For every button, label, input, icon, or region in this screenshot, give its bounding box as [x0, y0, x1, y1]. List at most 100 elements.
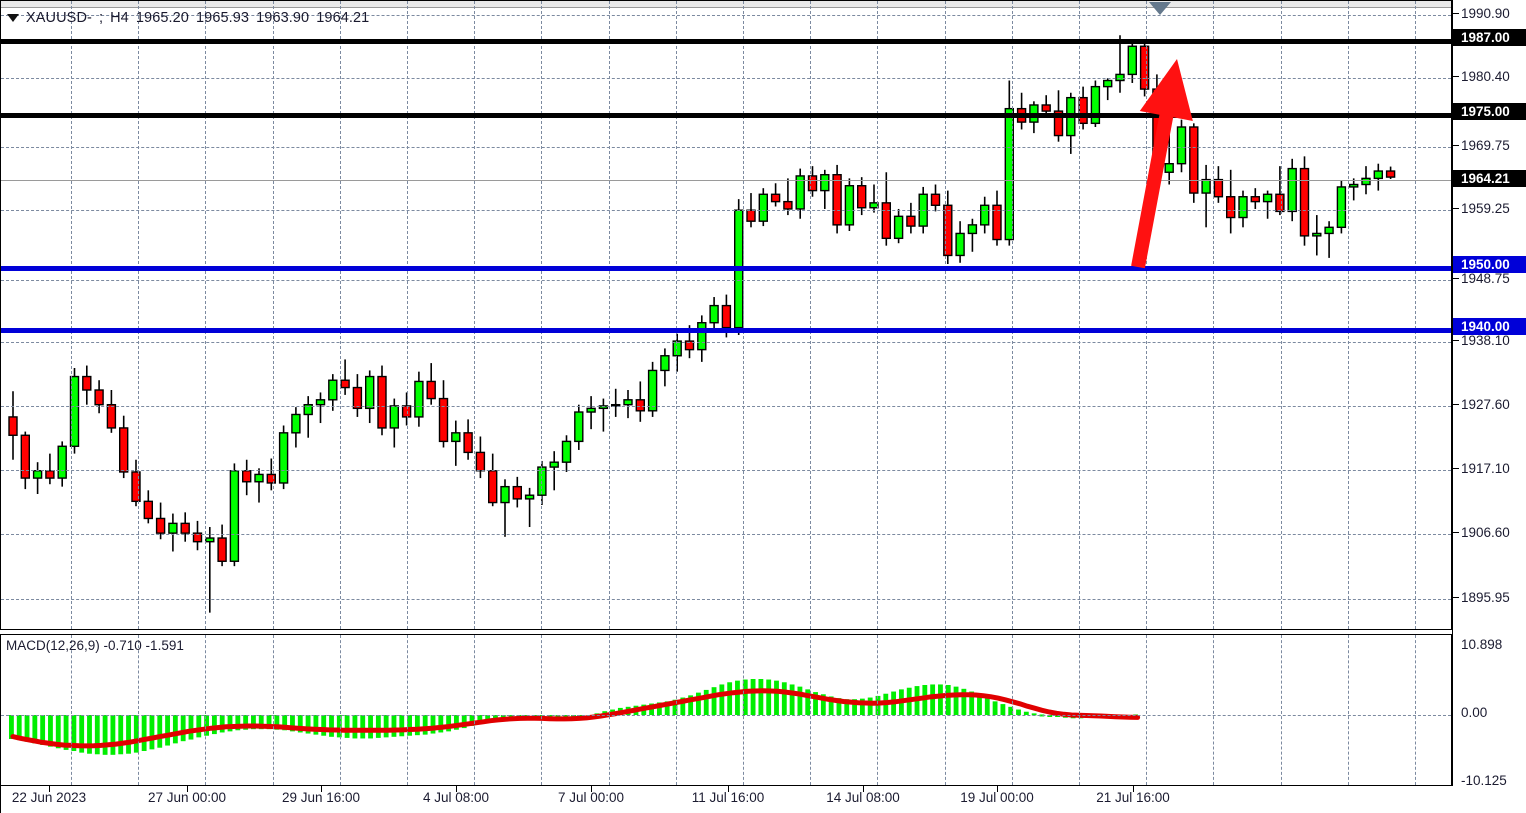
macd-hist-bar — [110, 715, 116, 755]
candle — [155, 502, 166, 540]
macd-hist-bar — [1055, 715, 1060, 717]
macd-hist-bar — [656, 702, 662, 715]
price-tick-1959.25: 1959.25 — [1453, 200, 1526, 217]
macd-vgridline-17 — [1213, 635, 1215, 785]
candle — [1127, 40, 1138, 83]
macd-hist-bar — [329, 715, 334, 737]
macd-hist-bar — [196, 715, 202, 738]
macd-hist-bar — [141, 715, 147, 751]
vgridline-11 — [810, 1, 812, 629]
price-tick-1969.75: 1969.75 — [1453, 137, 1526, 154]
macd-vgridline-2 — [205, 635, 207, 785]
candle — [598, 398, 609, 432]
axis-notch — [1453, 208, 1459, 209]
macd-hist-bar — [102, 715, 108, 755]
macd-hist-bar — [758, 679, 764, 715]
axis-notch — [1453, 13, 1459, 14]
macd-hist-bar — [258, 715, 264, 730]
time-notch — [1133, 786, 1134, 792]
macd-vgridline-4 — [339, 635, 341, 785]
vgridline-16 — [1146, 1, 1148, 629]
macd-hist-bar — [48, 715, 53, 747]
quote-low: 1963.90 — [256, 10, 310, 26]
level-line-resistance-1975[interactable] — [1, 113, 1451, 118]
candle — [106, 390, 117, 433]
price-tick-1950.00[interactable]: 1950.00 — [1453, 256, 1526, 273]
macd-hist-bar — [836, 698, 842, 715]
candle — [1139, 43, 1150, 97]
bullish-arrow-annotation[interactable] — [1, 1, 1451, 629]
price-tick-1940.00[interactable]: 1940.00 — [1453, 318, 1526, 335]
macd-hist-bar — [165, 715, 170, 746]
vgridline-5 — [407, 1, 408, 629]
time-tick-7-Jul-00-00: 7 Jul 00:00 — [557, 790, 625, 805]
candle — [1348, 178, 1359, 201]
candle — [758, 188, 768, 227]
macd-hist-bar — [1047, 715, 1053, 717]
vgridline-13 — [944, 1, 946, 629]
timeframe-sep: ; — [98, 10, 104, 26]
macd-vgridline-13 — [944, 635, 946, 785]
price-axis[interactable]: 1990.90 1987.00 1980.40 1975.00 1969.75 1964.… — [1452, 0, 1526, 788]
price-tick-1975.00[interactable]: 1975.00 — [1453, 103, 1526, 120]
triangle-down-icon[interactable] — [7, 14, 19, 22]
macd-hist-bar — [992, 701, 998, 715]
macd-hist-bar — [945, 685, 951, 715]
candle — [574, 404, 584, 450]
vgridline-2 — [205, 1, 207, 629]
macd-hist-bar — [266, 715, 272, 730]
level-line-support-1940[interactable] — [1, 328, 1451, 333]
candle — [992, 190, 1002, 246]
macd-hist-bar — [789, 684, 795, 715]
candle — [69, 367, 80, 454]
candle — [783, 178, 793, 216]
level-line-support-1950[interactable] — [1, 266, 1451, 271]
price-tick-1964.21[interactable]: 1964.21 — [1453, 170, 1526, 187]
candle — [1189, 123, 1199, 203]
vgridline-3 — [272, 1, 274, 629]
candle — [1250, 188, 1261, 209]
macd-hist-bar — [55, 715, 61, 749]
vgridline-17 — [1213, 1, 1215, 629]
candle — [832, 164, 842, 234]
macd-hist-bar — [500, 715, 506, 719]
price-chart-pane[interactable]: XAUUSD- ; H4 1965.20 1965.93 1963.90 196… — [0, 0, 1452, 630]
macd-hist-bar — [227, 715, 233, 732]
macd-vgridline-6 — [474, 635, 476, 785]
macd-hist-bar — [805, 689, 811, 715]
macd-hist-bar — [40, 715, 46, 745]
chart-top-marker-icon[interactable] — [1149, 2, 1171, 15]
candle — [94, 380, 104, 414]
macd-hist-bar — [742, 679, 748, 715]
vgridline-9 — [675, 1, 677, 629]
macd-hist-bar — [321, 715, 327, 736]
candle — [635, 381, 645, 422]
macd-indicator-pane[interactable]: MACD(12,26,9) -0.710 -1.591 — [0, 634, 1452, 786]
macd-tick--10.125: -10.125 — [1461, 773, 1507, 788]
vgridline-1 — [138, 1, 140, 629]
candle — [168, 513, 178, 552]
hgridline-1906.60 — [1, 534, 1451, 535]
candlestick-series — [8, 35, 1396, 613]
macd-hist-bar — [63, 715, 69, 750]
axis-notch — [1453, 340, 1459, 341]
candle — [820, 169, 830, 209]
price-tick-1917.10: 1917.10 — [1453, 460, 1526, 477]
macd-hist-bar — [251, 715, 256, 730]
level-line-current-price-1964[interactable] — [1, 180, 1451, 181]
time-axis[interactable]: 22 Jun 2023 27 Jun 00:00 29 Jun 16:00 4 Jul… — [0, 786, 1452, 813]
candle — [352, 374, 363, 417]
macd-hist-bar — [961, 688, 967, 715]
macd-hist-bar — [297, 715, 303, 733]
candle — [414, 371, 424, 427]
price-tick-1987.00[interactable]: 1987.00 — [1453, 29, 1526, 46]
candle — [1090, 80, 1101, 127]
candle — [438, 380, 449, 448]
level-line-resistance-1987[interactable] — [1, 39, 1451, 44]
macd-hist-bar — [813, 692, 818, 715]
candle — [967, 218, 978, 252]
timeframe-label: H4 — [110, 10, 129, 26]
hgridline-1927.60 — [1, 406, 1451, 407]
vgridline-0 — [71, 1, 72, 629]
